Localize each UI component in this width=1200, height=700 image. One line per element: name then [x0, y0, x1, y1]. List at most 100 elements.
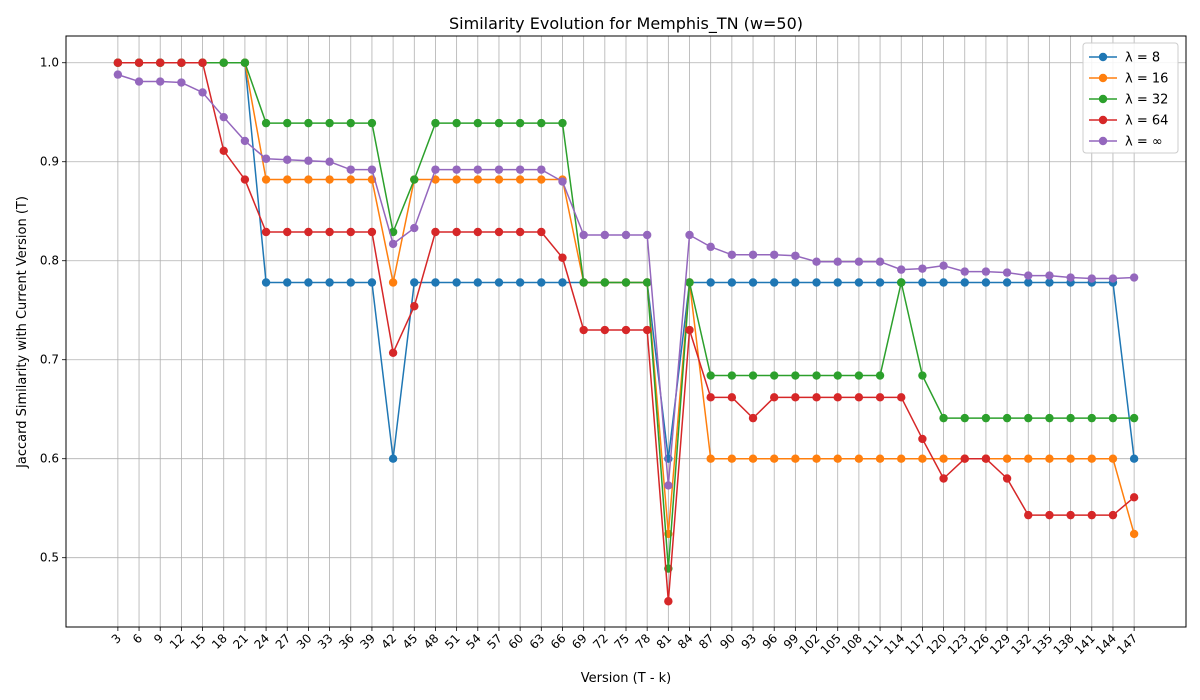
data-point	[981, 413, 991, 423]
data-point	[791, 371, 800, 380]
data-point	[283, 118, 292, 128]
data-point	[367, 165, 377, 174]
data-point	[685, 230, 694, 240]
data-point	[621, 230, 631, 240]
data-point	[1024, 510, 1033, 520]
legend-marker	[1098, 136, 1108, 146]
data-point	[875, 454, 885, 463]
data-point	[537, 165, 546, 174]
data-point	[1129, 413, 1139, 423]
data-point	[854, 278, 864, 287]
data-point	[283, 175, 292, 184]
data-point	[388, 454, 398, 463]
data-point	[833, 454, 842, 463]
y-tick-label: 0.5	[40, 551, 59, 565]
data-point	[388, 348, 398, 357]
data-point	[537, 175, 546, 184]
data-point	[939, 261, 948, 270]
legend-label: λ = ∞	[1125, 135, 1163, 150]
data-point	[261, 278, 271, 287]
data-point	[367, 278, 377, 287]
data-point	[600, 230, 610, 240]
data-point	[854, 371, 864, 380]
data-point	[1108, 510, 1118, 520]
data-point	[198, 58, 207, 67]
data-point	[558, 177, 567, 186]
data-point	[240, 175, 250, 184]
data-point	[621, 278, 631, 287]
data-point	[156, 77, 165, 86]
data-point	[410, 302, 419, 311]
data-point	[431, 118, 440, 128]
data-point	[537, 227, 546, 237]
y-tick-layer: 0.5 0.6 0.7 0.8 0.9 1.0	[40, 56, 66, 565]
data-point	[579, 278, 588, 287]
data-point	[918, 264, 927, 273]
data-point	[219, 146, 228, 156]
series-layer	[113, 58, 1139, 606]
data-point	[770, 250, 779, 259]
data-point	[600, 325, 610, 335]
data-point	[812, 257, 821, 266]
data-point	[579, 325, 588, 335]
data-point	[113, 58, 123, 67]
data-point	[304, 156, 313, 165]
data-point	[515, 278, 525, 287]
data-point	[960, 413, 969, 423]
data-point	[791, 278, 800, 287]
data-point	[515, 227, 525, 237]
data-point	[1002, 454, 1012, 463]
data-point	[240, 136, 250, 146]
data-point	[770, 371, 779, 380]
data-point	[494, 227, 504, 237]
data-point	[1002, 268, 1012, 277]
legend-box	[1082, 42, 1179, 154]
data-point	[1087, 454, 1096, 463]
data-point	[706, 454, 715, 463]
legend-marker	[1098, 94, 1108, 104]
data-point	[939, 413, 948, 423]
data-point	[727, 278, 737, 287]
data-point	[515, 118, 525, 128]
data-point	[473, 165, 482, 174]
data-point	[727, 393, 737, 402]
data-point	[537, 118, 546, 128]
legend-marker	[1098, 52, 1108, 62]
data-point	[642, 325, 652, 335]
data-point	[431, 278, 440, 287]
data-point	[1087, 413, 1096, 423]
data-point	[770, 278, 779, 287]
data-point	[473, 227, 482, 237]
data-point	[388, 278, 398, 287]
data-point	[918, 371, 927, 380]
legend-label: λ = 32	[1125, 93, 1168, 108]
data-point	[537, 278, 546, 287]
data-point	[494, 118, 504, 128]
data-point	[473, 175, 482, 184]
legend-entry: λ = 16	[1089, 72, 1168, 87]
data-point	[833, 278, 842, 287]
data-point	[1024, 278, 1033, 287]
legend-entry: λ = 8	[1089, 51, 1160, 66]
data-point	[134, 58, 144, 67]
legend: λ = 8 λ = 16 λ = 32 λ = 64 λ = ∞	[1082, 42, 1179, 154]
data-point	[727, 454, 737, 463]
data-point	[1002, 278, 1012, 287]
data-point	[1087, 274, 1096, 283]
data-point	[283, 278, 292, 287]
data-point	[770, 393, 779, 402]
data-point	[473, 278, 482, 287]
data-point	[897, 278, 906, 287]
data-point	[664, 597, 673, 606]
data-point	[219, 112, 228, 122]
data-point	[431, 165, 440, 174]
data-point	[854, 257, 864, 266]
legend-entry: λ = 64	[1089, 114, 1168, 129]
data-point	[706, 278, 715, 287]
data-point	[1045, 278, 1054, 287]
data-point	[515, 165, 525, 174]
data-point	[727, 371, 737, 380]
data-point	[579, 230, 588, 240]
data-point	[1066, 510, 1075, 520]
data-point	[325, 157, 334, 166]
